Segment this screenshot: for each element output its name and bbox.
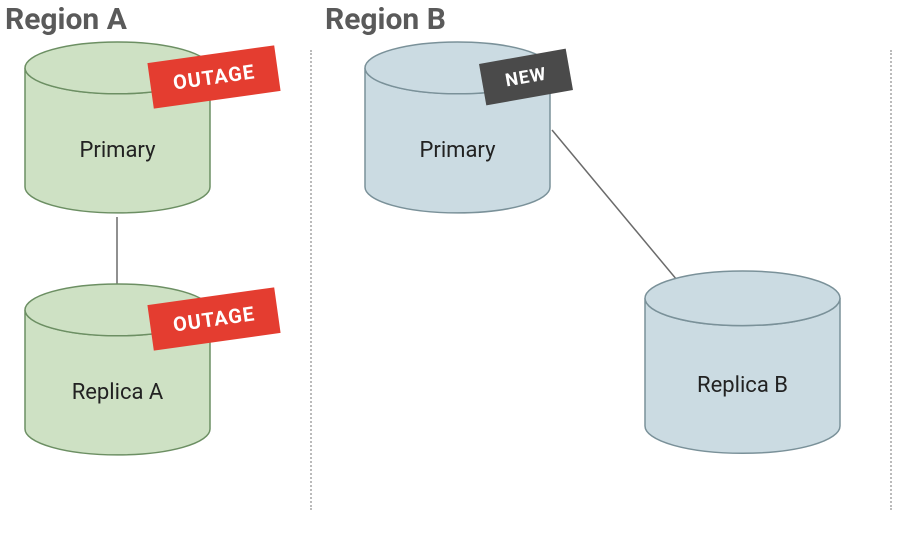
db-label: Primary [25,138,210,163]
divider-right [890,50,892,510]
db-label: Primary [365,138,550,163]
region-b-title: Region B [325,2,446,37]
database-failover-diagram: Region A Region B Primary Replica A Prim… [0,0,917,540]
db-cylinder-region-b-replica: Replica B [645,298,840,453]
db-label: Replica B [645,373,840,398]
region-a-title: Region A [5,2,127,37]
divider-a-b [310,50,312,510]
db-label: Replica A [25,380,210,405]
